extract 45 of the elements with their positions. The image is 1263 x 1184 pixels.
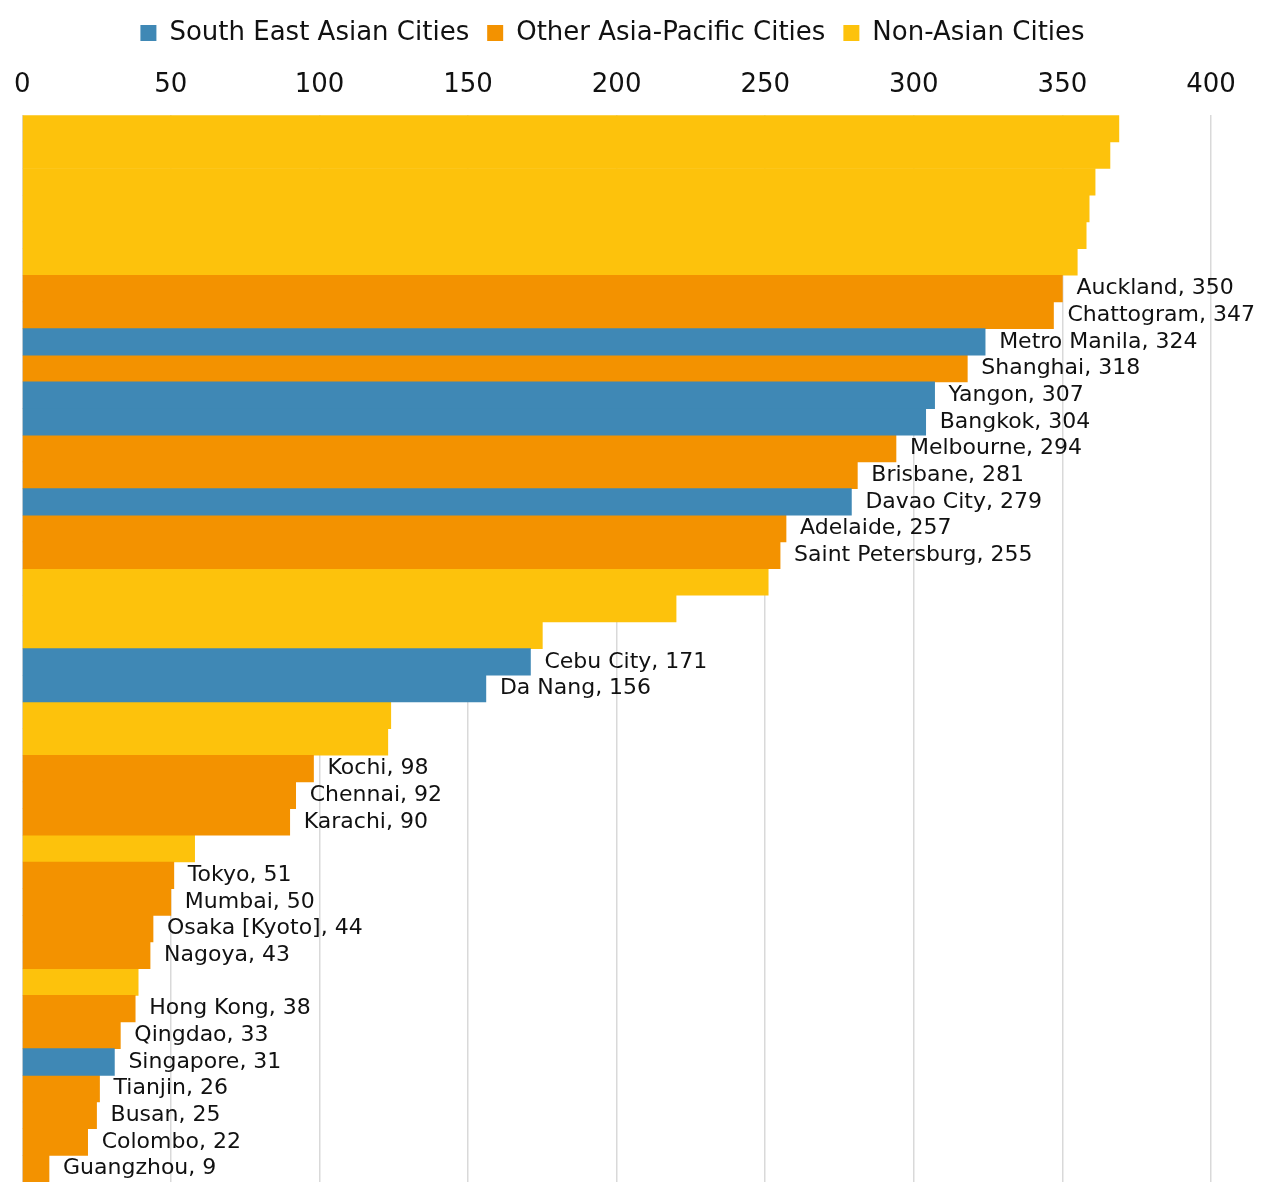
data-label: Yangon, 307 bbox=[947, 380, 1084, 406]
x-tick-label: 350 bbox=[1037, 68, 1088, 99]
data-label: Chattogram, 347 bbox=[1067, 300, 1255, 326]
x-tick-label: 250 bbox=[740, 68, 791, 99]
data-label: Brisbane, 281 bbox=[871, 460, 1024, 486]
data-label: Mumbai, 50 bbox=[184, 887, 315, 913]
x-tick-label: 100 bbox=[294, 68, 345, 99]
data-label: Busan, 25 bbox=[110, 1101, 221, 1127]
data-label: Nagoya, 43 bbox=[164, 941, 290, 967]
data-label: Shanghai, 318 bbox=[981, 354, 1141, 380]
data-label: Osaka [Kyoto], 44 bbox=[167, 914, 363, 940]
data-label: Karachi, 90 bbox=[303, 807, 428, 833]
legend-label: Other Asia-Pacific Cities bbox=[516, 15, 826, 46]
data-label: Hong Kong, 38 bbox=[149, 994, 311, 1020]
x-tick-label: 0 bbox=[14, 68, 31, 99]
data-label: Auckland, 350 bbox=[1076, 274, 1234, 300]
data-label: Chennai, 92 bbox=[309, 781, 442, 806]
data-label: Tianjin, 26 bbox=[112, 1074, 228, 1100]
bar bbox=[22, 354, 968, 383]
bar bbox=[22, 834, 195, 863]
legend-label: South East Asian Cities bbox=[169, 15, 470, 46]
data-label: Bangkok, 304 bbox=[939, 407, 1091, 433]
data-label: Cebu City, 171 bbox=[544, 647, 708, 673]
x-tick-label: 200 bbox=[591, 68, 642, 99]
x-tick-label: 50 bbox=[154, 68, 188, 99]
bar bbox=[22, 968, 139, 996]
data-label: Qingdao, 33 bbox=[134, 1021, 269, 1047]
data-label: Da Nang, 156 bbox=[499, 674, 652, 700]
bar bbox=[22, 488, 852, 516]
data-label: Colombo, 22 bbox=[101, 1127, 241, 1153]
data-label: Kochi, 98 bbox=[327, 754, 429, 780]
x-tick-label: 150 bbox=[443, 68, 493, 99]
bar bbox=[22, 328, 986, 356]
bar bbox=[22, 1048, 115, 1076]
data-label: Davao City, 279 bbox=[865, 487, 1042, 513]
x-tick-label: 300 bbox=[889, 68, 939, 99]
data-label: Saint Petersburg, 255 bbox=[794, 540, 1033, 566]
x-tick-label: 400 bbox=[1186, 68, 1236, 99]
data-label: Tokyo, 51 bbox=[186, 861, 292, 887]
data-label: Guangzhou, 9 bbox=[63, 1154, 217, 1180]
data-label: Adelaide, 257 bbox=[800, 514, 952, 540]
legend-label: Non-Asian Cities bbox=[872, 15, 1085, 46]
data-label: Singapore, 31 bbox=[128, 1047, 282, 1073]
data-label: Melbourne, 294 bbox=[909, 434, 1083, 460]
data-label: Metro Manila, 324 bbox=[999, 327, 1198, 353]
